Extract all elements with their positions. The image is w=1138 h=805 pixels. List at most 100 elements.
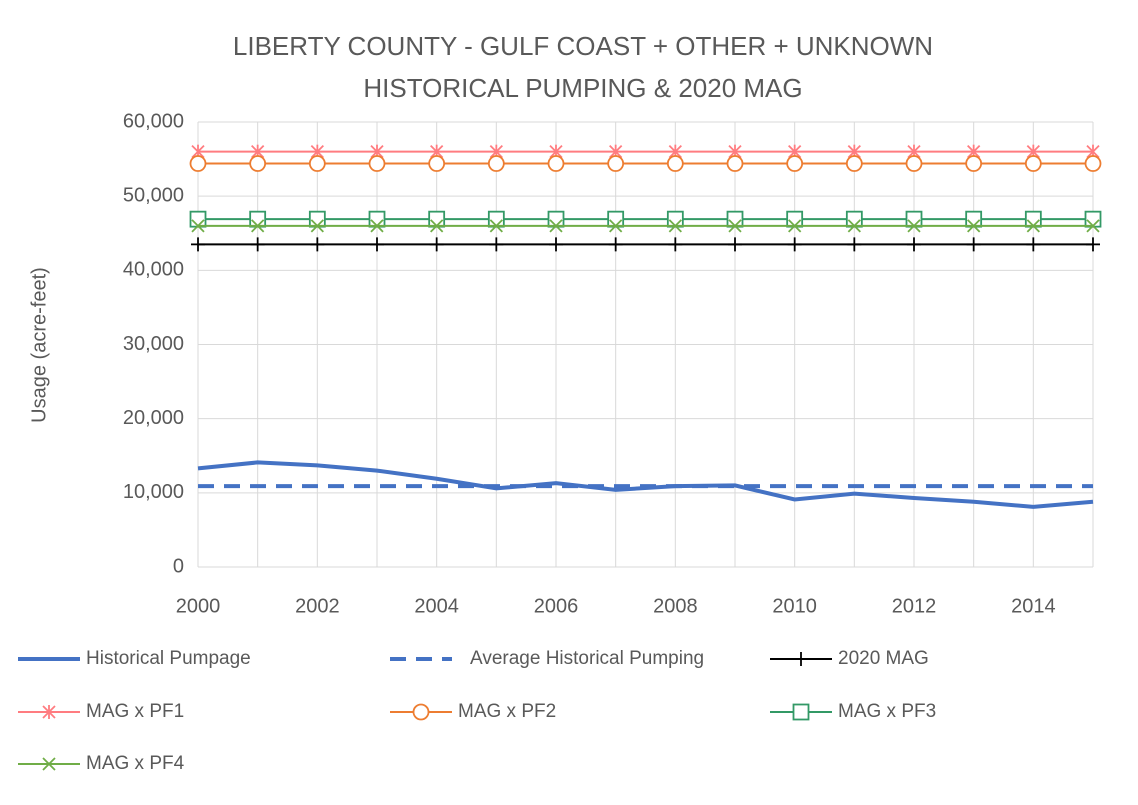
legend-label: 2020 MAG <box>838 648 929 669</box>
marker <box>794 652 808 666</box>
chart-subtitle: HISTORICAL PUMPING & 2020 MAG <box>363 73 802 103</box>
marker <box>547 155 565 172</box>
legend-item: Historical Pumpage <box>18 648 251 669</box>
marker <box>1086 219 1100 233</box>
legend-label: MAG x PF4 <box>86 753 185 774</box>
legend-label: MAG x PF1 <box>86 701 184 722</box>
marker <box>1024 210 1042 228</box>
marker <box>251 219 265 233</box>
marker <box>792 703 810 721</box>
marker <box>412 703 430 721</box>
marker <box>487 155 505 172</box>
marker <box>845 155 863 172</box>
legend-item: MAG x PF4 <box>18 753 185 774</box>
x-tick-label: 2008 <box>653 595 698 617</box>
marker <box>191 219 205 233</box>
marker <box>1026 219 1040 233</box>
legend-label: MAG x PF2 <box>458 701 556 722</box>
y-tick-label: 50,000 <box>123 184 184 206</box>
y-tick-label: 60,000 <box>123 110 184 132</box>
legend-item: MAG x PF2 <box>390 701 556 722</box>
marker <box>787 237 802 252</box>
marker <box>905 210 923 228</box>
marker <box>726 210 744 228</box>
marker <box>847 237 862 252</box>
marker <box>965 210 983 228</box>
marker <box>308 155 326 172</box>
marker <box>608 237 623 252</box>
marker <box>487 210 505 228</box>
x-tick-label: 2004 <box>414 595 459 617</box>
marker <box>845 210 863 228</box>
marker <box>249 210 267 228</box>
x-tick-label: 2010 <box>772 595 817 617</box>
marker <box>189 210 207 228</box>
marker <box>308 210 326 228</box>
marker <box>607 210 625 228</box>
marker <box>788 219 802 233</box>
marker <box>666 210 684 228</box>
marker <box>1084 155 1102 172</box>
marker <box>1086 237 1100 252</box>
marker <box>250 237 265 252</box>
marker <box>191 237 205 252</box>
x-tick-label: 2000 <box>176 595 221 617</box>
legend-item: 2020 MAG <box>770 648 929 669</box>
y-tick-label: 30,000 <box>123 333 184 355</box>
marker <box>967 219 981 233</box>
legend-label: MAG x PF3 <box>838 701 936 722</box>
marker <box>429 237 444 252</box>
y-tick-label: 40,000 <box>123 259 184 281</box>
marker <box>370 219 384 233</box>
legend-label: Historical Pumpage <box>86 648 251 669</box>
marker <box>428 155 446 172</box>
marker <box>310 219 324 233</box>
marker <box>42 705 56 719</box>
marker <box>310 237 325 252</box>
marker <box>430 219 444 233</box>
marker <box>726 155 744 172</box>
legend-item: MAG x PF3 <box>770 701 936 722</box>
marker <box>668 237 683 252</box>
legend-item: MAG x PF1 <box>18 701 184 722</box>
marker <box>847 219 861 233</box>
chart-title: LIBERTY COUNTY - GULF COAST + OTHER + UN… <box>233 31 933 61</box>
x-tick-label: 2014 <box>1011 595 1056 617</box>
x-tick-label: 2006 <box>534 595 579 617</box>
marker <box>907 237 921 252</box>
marker <box>786 155 804 172</box>
marker <box>249 155 267 172</box>
marker <box>666 155 684 172</box>
marker <box>668 219 682 233</box>
marker <box>428 210 446 228</box>
x-tick-label: 2012 <box>892 595 937 617</box>
y-tick-label: 0 <box>173 555 184 577</box>
marker <box>965 155 983 172</box>
marker <box>905 155 923 172</box>
marker <box>489 219 503 233</box>
y-axis-label: Usage (acre-feet) <box>28 267 50 423</box>
x-tick-label: 2002 <box>295 595 340 617</box>
marker <box>368 155 386 172</box>
y-tick-label: 20,000 <box>123 407 184 429</box>
marker <box>368 210 386 228</box>
marker <box>607 155 625 172</box>
marker <box>609 219 623 233</box>
legend-item: Average Historical Pumping <box>390 648 704 669</box>
marker <box>189 155 207 172</box>
marker <box>728 219 742 233</box>
legend-label: Average Historical Pumping <box>470 648 704 669</box>
marker <box>370 237 384 252</box>
marker <box>1024 155 1042 172</box>
marker <box>966 237 981 252</box>
marker <box>547 210 565 228</box>
marker <box>549 237 563 252</box>
marker <box>42 757 56 771</box>
marker <box>489 237 504 252</box>
marker <box>907 219 921 233</box>
marker <box>549 219 563 233</box>
marker <box>786 210 804 228</box>
y-tick-label: 10,000 <box>123 481 184 503</box>
marker <box>728 237 742 252</box>
